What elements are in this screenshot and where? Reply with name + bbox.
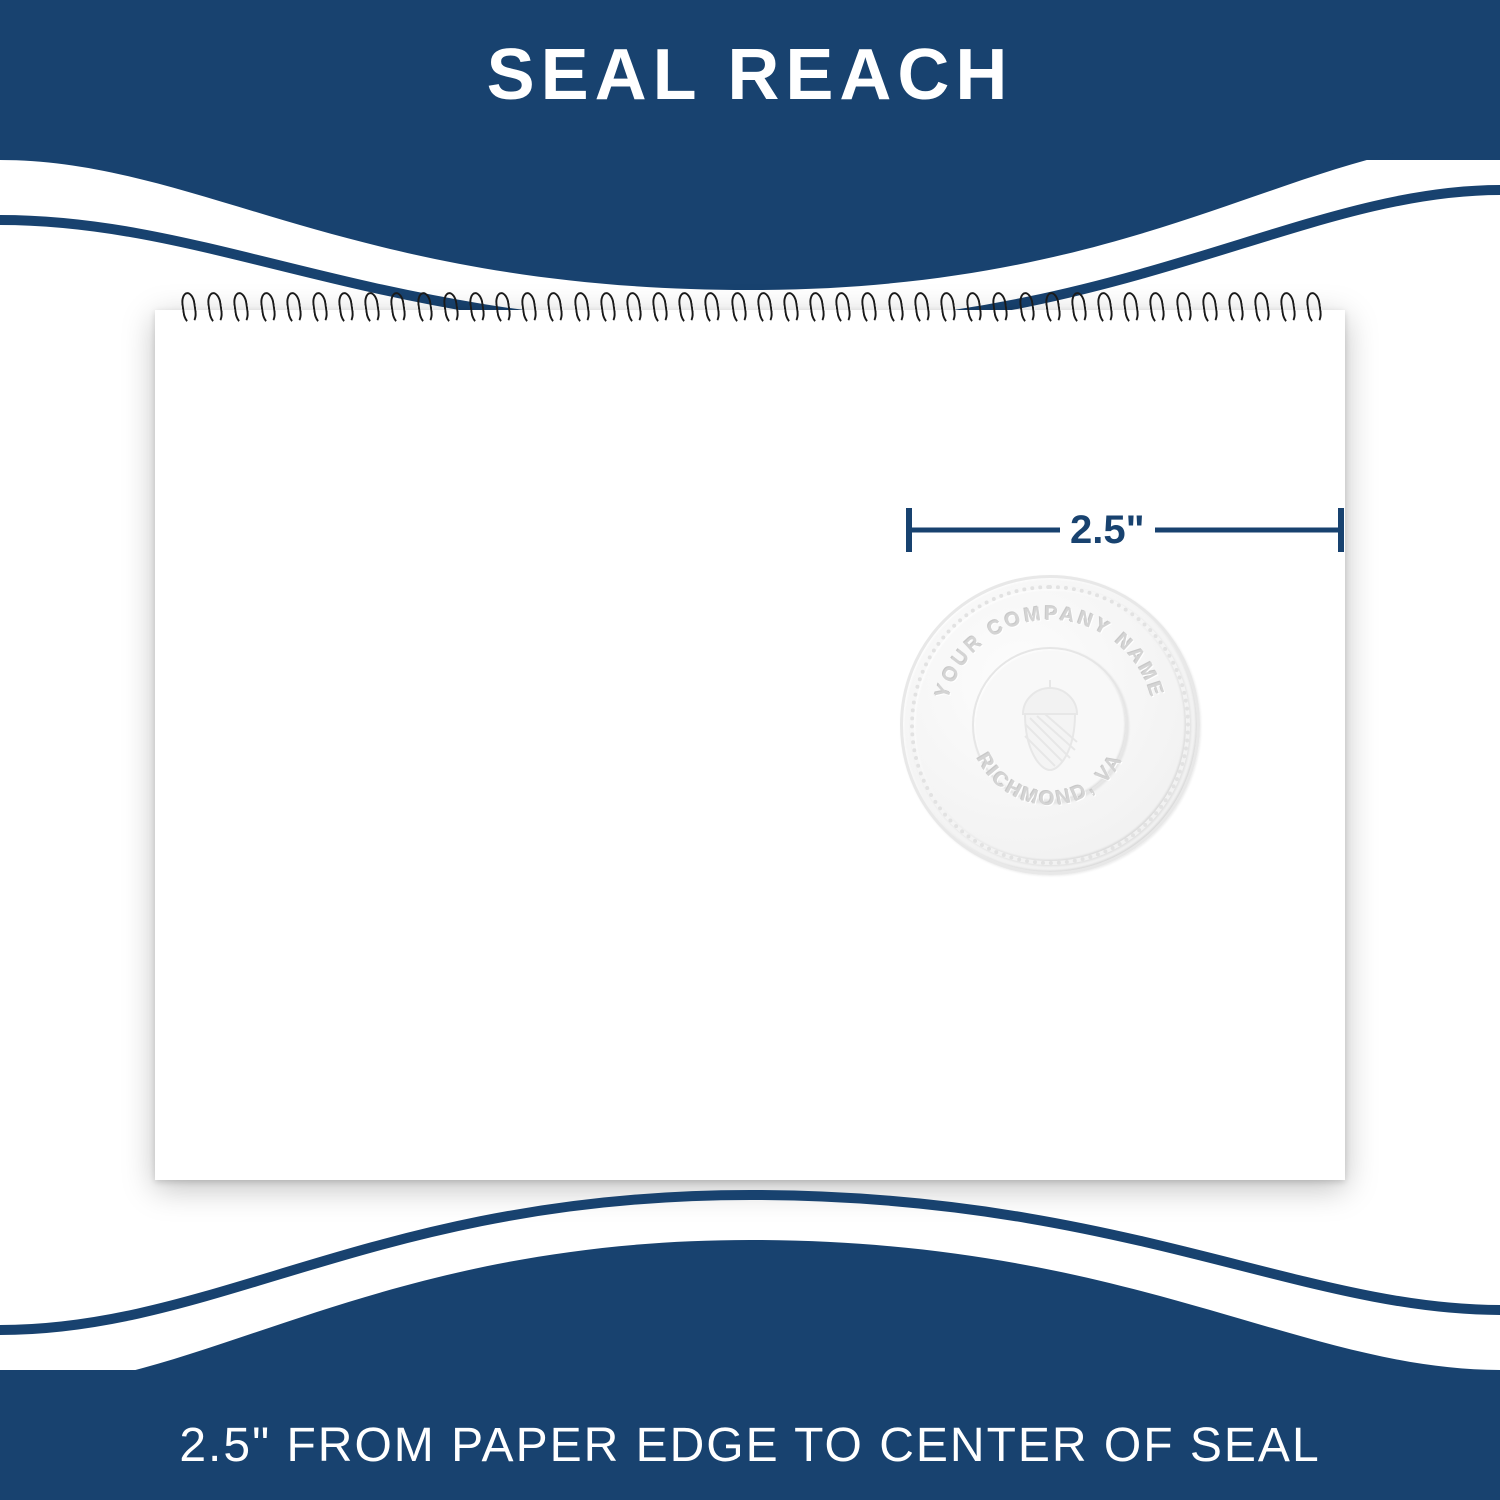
spiral-ring [1253, 292, 1267, 328]
spiral-ring [808, 292, 822, 328]
spiral-ring [1305, 292, 1319, 328]
spiral-ring [599, 292, 613, 328]
measurement-value: 2.5" [1060, 508, 1155, 553]
acorn-icon [995, 670, 1105, 780]
spiral-ring [1070, 292, 1084, 328]
spiral-ring [703, 292, 717, 328]
spiral-ring [730, 292, 744, 328]
spiral-ring [677, 292, 691, 328]
header-band: SEAL REACH [0, 0, 1500, 160]
spiral-ring [965, 292, 979, 328]
footer-band: 2.5" FROM PAPER EDGE TO CENTER OF SEAL [0, 1370, 1500, 1500]
spiral-ring [232, 292, 246, 328]
spiral-ring [285, 292, 299, 328]
spiral-ring [991, 292, 1005, 328]
spiral-ring [520, 292, 534, 328]
decorative-swoosh-bottom [0, 1180, 1500, 1400]
spiral-ring [756, 292, 770, 328]
spiral-ring [1148, 292, 1162, 328]
spiral-ring [1096, 292, 1110, 328]
spiral-ring [573, 292, 587, 328]
spiral-ring [1122, 292, 1136, 328]
spiral-ring [625, 292, 639, 328]
spiral-ring [468, 292, 482, 328]
spiral-ring [887, 292, 901, 328]
spiral-ring [180, 292, 194, 328]
spiral-ring [1044, 292, 1058, 328]
spiral-ring [939, 292, 953, 328]
footer-caption: 2.5" FROM PAPER EDGE TO CENTER OF SEAL [179, 1418, 1320, 1473]
spiral-ring [337, 292, 351, 328]
spiral-ring [363, 292, 377, 328]
spiral-ring [1175, 292, 1189, 328]
spiral-ring [494, 292, 508, 328]
spiral-binding [180, 292, 1320, 328]
spiral-ring [913, 292, 927, 328]
spiral-ring [389, 292, 403, 328]
spiral-ring [834, 292, 848, 328]
spiral-ring [782, 292, 796, 328]
spiral-ring [442, 292, 456, 328]
spiral-ring [1227, 292, 1241, 328]
embossed-seal: YOUR COMPANY NAME RICHMOND, VA [900, 575, 1200, 875]
spiral-ring [1279, 292, 1293, 328]
spiral-ring [416, 292, 430, 328]
spiral-ring [206, 292, 220, 328]
spiral-ring [860, 292, 874, 328]
spiral-ring [546, 292, 560, 328]
spiral-ring [1018, 292, 1032, 328]
spiral-ring [311, 292, 325, 328]
spiral-ring [1201, 292, 1215, 328]
spiral-ring [651, 292, 665, 328]
page-title: SEAL REACH [487, 34, 1014, 116]
spiral-ring [259, 292, 273, 328]
